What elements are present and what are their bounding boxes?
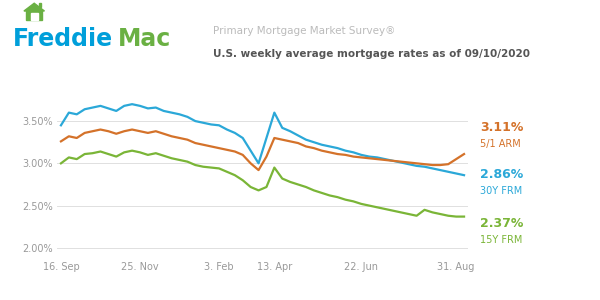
Text: 2.37%: 2.37%: [480, 217, 523, 230]
Text: 15Y FRM: 15Y FRM: [480, 235, 523, 245]
Polygon shape: [31, 13, 38, 20]
Text: Primary Mortgage Market Survey®: Primary Mortgage Market Survey®: [213, 26, 395, 37]
Text: 30Y FRM: 30Y FRM: [480, 185, 522, 196]
Text: Freddie: Freddie: [13, 27, 113, 51]
Text: U.S. weekly average mortgage rates as of 09/10/2020: U.S. weekly average mortgage rates as of…: [213, 49, 530, 59]
Text: 5/1 ARM: 5/1 ARM: [480, 139, 521, 149]
Polygon shape: [39, 3, 41, 7]
Polygon shape: [26, 11, 42, 20]
Text: 2.86%: 2.86%: [480, 167, 523, 181]
Text: 3.11%: 3.11%: [480, 121, 523, 134]
Text: Mac: Mac: [118, 27, 171, 51]
Polygon shape: [24, 3, 44, 11]
